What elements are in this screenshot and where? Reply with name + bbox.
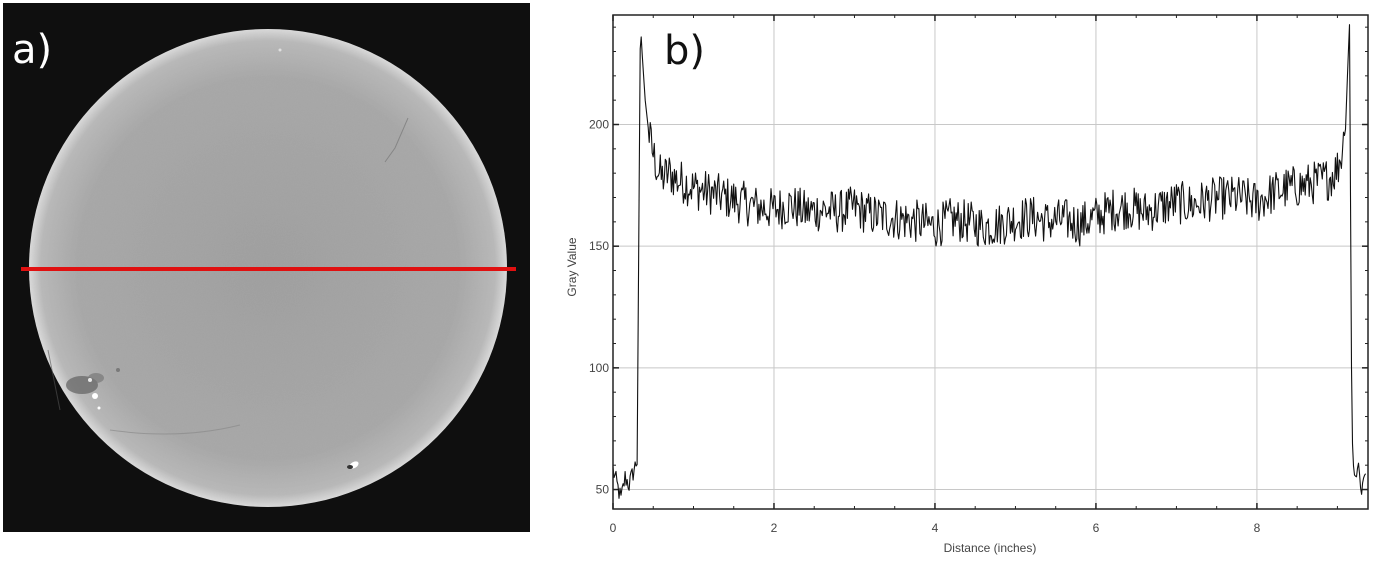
x-tick-label: 6	[1093, 521, 1100, 535]
x-tick-label: 4	[932, 521, 939, 535]
y-tick-label: 50	[596, 483, 610, 497]
y-tick-label: 200	[589, 118, 609, 132]
x-tick-label: 2	[771, 521, 778, 535]
plot-frame	[612, 14, 1369, 510]
crack-line	[384, 117, 409, 163]
y-tick-label: 100	[589, 361, 609, 375]
small-inclusion	[278, 48, 282, 52]
chart-grid	[613, 15, 1368, 509]
ct-slice-image	[3, 3, 530, 532]
dark-inclusion	[347, 465, 353, 469]
x-tick-label: 0	[610, 521, 617, 535]
profile-line-series	[612, 24, 1367, 499]
axis-minor-ticks	[612, 15, 1368, 509]
defect-cluster	[66, 368, 120, 410]
ct-slice-graphic	[21, 29, 516, 507]
edge-artifact	[47, 349, 61, 411]
x-tick-label: 8	[1254, 521, 1261, 535]
faint-crack	[109, 424, 241, 435]
panel-a-label: a)	[12, 27, 53, 73]
y-axis-title: Gray Value	[565, 237, 579, 296]
panel-b-label: b)	[664, 28, 705, 74]
y-tick-labels: 50 100 150 200	[589, 118, 609, 497]
y-tick-label: 150	[589, 239, 609, 253]
x-axis-title: Distance (inches)	[944, 541, 1037, 555]
x-tick-labels: 0 2 4 6 8	[610, 521, 1261, 535]
